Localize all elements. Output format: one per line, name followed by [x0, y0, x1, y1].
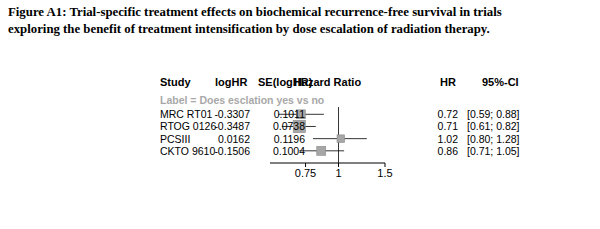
html-text:PCSIII: PCSIII	[160, 132, 191, 145]
html-text:CKTO 9610 -0.1506: CKTO 9610 -0.1506	[160, 144, 250, 157]
html-text:[0.71; 1.05]: [0.71; 1.05]	[467, 144, 520, 157]
html-text:1.02: 1.02	[437, 132, 458, 145]
html-text:MRC RT01 -0.3307: MRC RT01 -0.3307	[160, 108, 250, 121]
html-text:RTOG 0126: RTOG 0126	[160, 120, 217, 133]
html-text:0.1004: 0.1004	[272, 144, 305, 157]
html-text:Label = Does esclation yes vs: Label = Does esclation yes vs no	[160, 94, 325, 106]
html-text:95%-CI: 95%-CI	[482, 76, 519, 88]
html-text:0.86: 0.86	[437, 144, 458, 157]
html-text:logHR: logHR	[215, 76, 248, 88]
html-text:HR: HR	[440, 76, 456, 88]
html-text:Figure A1: Trial-specific trea: Figure A1: Trial-specific treatment effe…	[8, 5, 502, 36]
html-text:[0.80; 1.28]: [0.80; 1.28]	[467, 132, 520, 145]
html-text:-0.3487: -0.3487	[214, 120, 250, 133]
html-text:0.0738: 0.0738	[272, 120, 305, 133]
html-text:[0.61; 0.82]: [0.61; 0.82]	[467, 120, 520, 133]
html-text:0.72: 0.72	[437, 108, 458, 121]
html-text:SE(logHR): SE(logHR)	[258, 76, 313, 88]
html-text:0.0162: 0.0162	[217, 132, 250, 145]
svg-text:1.5: 1.5	[377, 167, 392, 179]
html-text:Hazard Ratio: Hazard Ratio	[293, 76, 362, 88]
html-text:[0.59; 0.88]: [0.59; 0.88]	[467, 108, 520, 121]
html-text:Study: Study	[160, 76, 191, 88]
html-text:0.1196: 0.1196	[273, 132, 305, 145]
svg-text:1: 1	[335, 167, 341, 179]
svg-text:0.75: 0.75	[295, 167, 316, 179]
html-text:0.71: 0.71	[437, 120, 458, 133]
html-text:0.1011: 0.1011	[273, 108, 305, 121]
